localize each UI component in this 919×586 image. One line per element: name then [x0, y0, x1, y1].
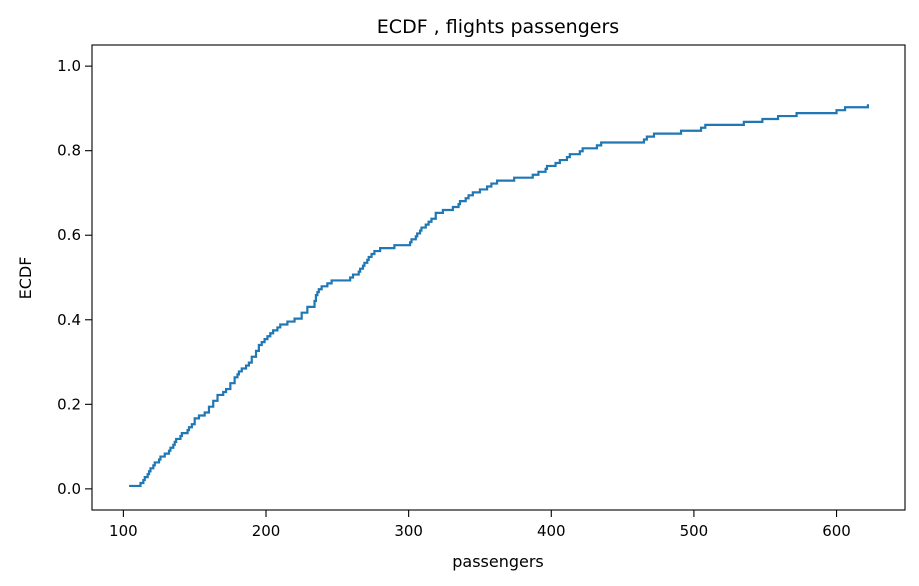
x-tick-label: 400 — [537, 522, 566, 540]
axes-frame — [91, 44, 906, 511]
y-tick-label: 0.4 — [57, 311, 81, 329]
y-tick-label: 0.0 — [57, 480, 81, 498]
plot-area — [129, 104, 870, 488]
y-tick-label: 1.0 — [57, 57, 81, 75]
y-tick-label: 0.2 — [57, 395, 81, 413]
ecdf-step-line — [129, 104, 870, 488]
x-tick-label: 200 — [252, 522, 281, 540]
y-axis-title: ECDF — [16, 257, 35, 300]
x-tick-label: 100 — [109, 522, 138, 540]
x-axis: 100 200 300 400 500 600 — [109, 510, 851, 540]
x-axis-title: passengers — [452, 552, 544, 571]
x-tick-label: 600 — [822, 522, 851, 540]
chart-title: ECDF , flights passengers — [377, 16, 619, 38]
y-tick-label: 0.8 — [57, 142, 81, 160]
x-tick-label: 300 — [394, 522, 423, 540]
y-axis: 0.0 0.2 0.4 0.6 0.8 1.0 — [57, 57, 92, 498]
y-tick-label: 0.6 — [57, 226, 81, 244]
x-tick-label: 500 — [680, 522, 709, 540]
